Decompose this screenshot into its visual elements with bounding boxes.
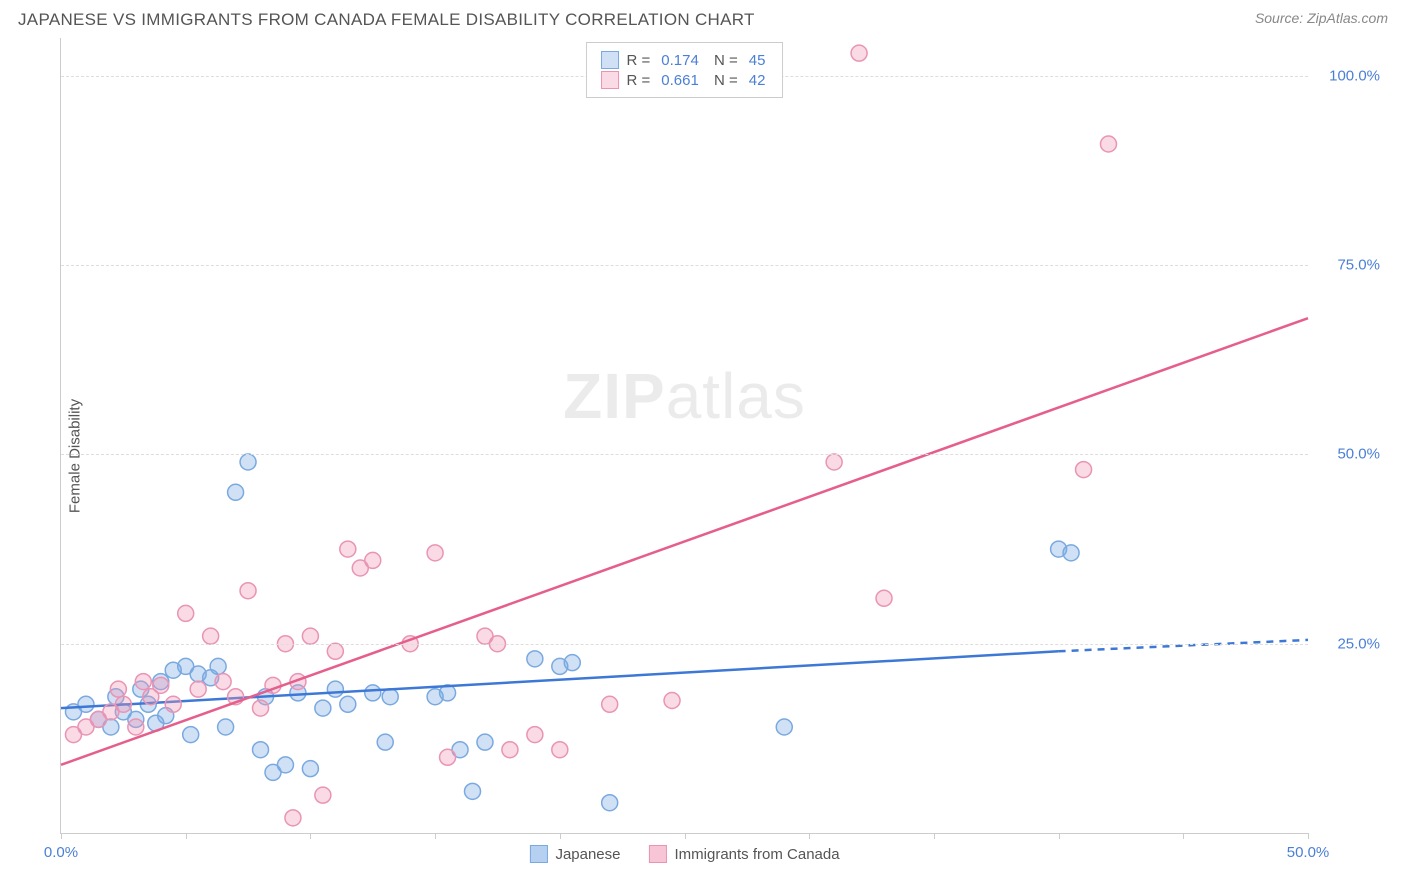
legend-row-japanese: R =0.174 N =45 (601, 51, 769, 69)
legend-item-canada: Immigrants from Canada (649, 845, 840, 863)
x-tick (186, 833, 187, 839)
swatch-canada (601, 71, 619, 89)
y-tick-label: 75.0% (1337, 257, 1380, 274)
correlation-legend: R =0.174 N =45 R =0.661 N =42 (586, 42, 784, 98)
x-tick (560, 833, 561, 839)
x-tick (435, 833, 436, 839)
swatch-canada-icon (649, 845, 667, 863)
x-tick (685, 833, 686, 839)
x-tick (934, 833, 935, 839)
x-tick (1183, 833, 1184, 839)
legend-item-japanese: Japanese (529, 845, 620, 863)
gridline (61, 454, 1308, 455)
x-tick (1308, 833, 1309, 839)
series-legend: Japanese Immigrants from Canada (529, 845, 839, 863)
source-attribution: Source: ZipAtlas.com (1255, 10, 1388, 30)
scatter-svg (61, 38, 1308, 833)
swatch-japanese-icon (529, 845, 547, 863)
y-tick-label: 100.0% (1329, 67, 1380, 84)
x-tick (61, 833, 62, 839)
chart-title: JAPANESE VS IMMIGRANTS FROM CANADA FEMAL… (18, 10, 755, 30)
legend-row-canada: R =0.661 N =42 (601, 71, 769, 89)
y-tick-label: 25.0% (1337, 635, 1380, 652)
gridline (61, 644, 1308, 645)
plot-area: ZIPatlas R =0.174 N =45 R =0.661 N =42 J… (60, 38, 1308, 834)
gridline (61, 265, 1308, 266)
chart-container: Female Disability ZIPatlas R =0.174 N =4… (18, 38, 1388, 874)
y-tick-label: 50.0% (1337, 446, 1380, 463)
x-tick-label: 50.0% (1287, 844, 1330, 861)
x-tick (1059, 833, 1060, 839)
x-tick (809, 833, 810, 839)
x-tick-label: 0.0% (44, 844, 78, 861)
x-tick (310, 833, 311, 839)
swatch-japanese (601, 51, 619, 69)
